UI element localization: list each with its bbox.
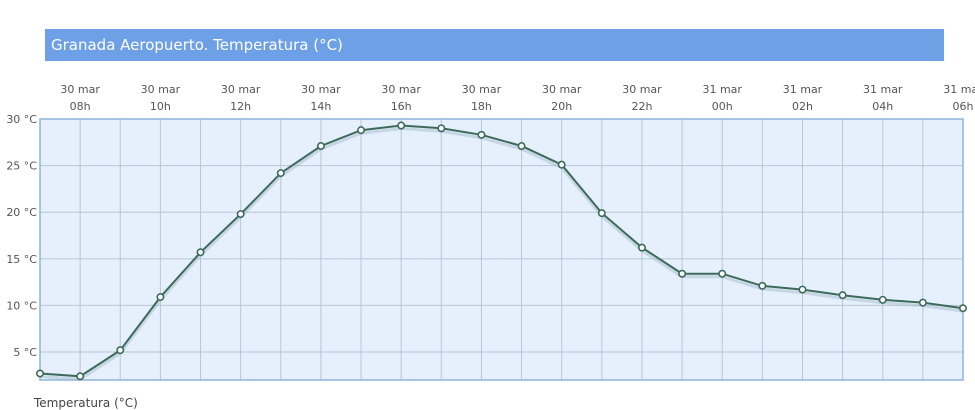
x-tick-label-date: 30 mar	[622, 83, 662, 96]
legend-label: Temperatura (°C)	[34, 396, 138, 410]
y-tick-label: 5 °C	[13, 346, 37, 359]
data-point[interactable]	[597, 209, 606, 218]
x-tick-label-hour: 06h	[953, 100, 974, 113]
x-tick-label-date: 31 mar	[783, 83, 823, 96]
data-point[interactable]	[557, 160, 566, 169]
x-tick-label-date: 30 mar	[221, 83, 261, 96]
data-point[interactable]	[316, 142, 325, 151]
data-point[interactable]	[76, 372, 85, 381]
data-point[interactable]	[718, 269, 727, 278]
x-tick-label-date: 31 mar	[702, 83, 742, 96]
data-point[interactable]	[798, 285, 807, 294]
data-point[interactable]	[437, 124, 446, 133]
data-point[interactable]	[637, 243, 646, 252]
x-tick-label: 30 mar 20h	[542, 83, 582, 113]
x-tick-label-hour: 14h	[310, 100, 331, 113]
x-tick-label: 31 mar 02h	[783, 83, 823, 113]
y-tick-label: 25 °C	[6, 160, 37, 173]
x-tick-label-hour: 02h	[792, 100, 813, 113]
y-tick-label: 10 °C	[6, 299, 37, 312]
data-point[interactable]	[156, 293, 165, 302]
data-point[interactable]	[35, 369, 44, 378]
x-tick-label: 31 mar 06h	[943, 83, 975, 113]
x-tick-label-hour: 12h	[230, 100, 251, 113]
data-point[interactable]	[116, 346, 125, 355]
y-tick-label: 15 °C	[6, 253, 37, 266]
x-tick-label-date: 30 mar	[60, 83, 100, 96]
x-tick-label-date: 30 mar	[542, 83, 582, 96]
x-tick-label-date: 30 mar	[141, 83, 181, 96]
plot-border	[39, 118, 964, 381]
x-tick-label: 30 mar 18h	[462, 83, 502, 113]
chart-title-bar: Granada Aeropuerto. Temperatura (°C)	[45, 29, 944, 61]
x-tick-label: 30 mar 12h	[221, 83, 261, 113]
data-point[interactable]	[918, 298, 927, 307]
x-tick-label: 30 mar 14h	[301, 83, 341, 113]
data-point[interactable]	[276, 169, 285, 178]
data-point[interactable]	[758, 281, 767, 290]
x-tick-label-hour: 18h	[471, 100, 492, 113]
x-tick-label-hour: 20h	[551, 100, 572, 113]
series-line	[39, 124, 964, 378]
data-point[interactable]	[236, 210, 245, 219]
chart-title: Granada Aeropuerto. Temperatura (°C)	[51, 36, 343, 54]
x-tick-label-date: 31 mar	[943, 83, 975, 96]
data-point[interactable]	[397, 121, 406, 130]
series-line-shadow	[39, 126, 964, 381]
x-tick-label: 30 mar 22h	[622, 83, 662, 113]
data-point[interactable]	[838, 291, 847, 300]
x-tick-label-date: 31 mar	[863, 83, 903, 96]
data-point[interactable]	[357, 126, 366, 135]
x-tick-label-date: 30 mar	[301, 83, 341, 96]
data-point[interactable]	[878, 295, 887, 304]
x-tick-label: 30 mar 10h	[141, 83, 181, 113]
x-tick-label-date: 30 mar	[381, 83, 421, 96]
data-point[interactable]	[196, 248, 205, 257]
x-tick-label: 31 mar 04h	[863, 83, 903, 113]
x-tick-label-hour: 10h	[150, 100, 171, 113]
x-tick-label-hour: 16h	[391, 100, 412, 113]
x-tick-label-hour: 04h	[872, 100, 893, 113]
x-tick-label-hour: 22h	[631, 100, 652, 113]
x-tick-label-date: 30 mar	[462, 83, 502, 96]
x-tick-label-hour: 08h	[70, 100, 91, 113]
data-point[interactable]	[517, 142, 526, 151]
x-tick-label: 30 mar 08h	[60, 83, 100, 113]
y-tick-label: 30 °C	[6, 113, 37, 126]
x-tick-label: 30 mar 16h	[381, 83, 421, 113]
x-tick-label-hour: 00h	[712, 100, 733, 113]
data-point[interactable]	[958, 304, 967, 313]
x-tick-label: 31 mar 00h	[702, 83, 742, 113]
data-point[interactable]	[678, 269, 687, 278]
data-point[interactable]	[477, 130, 486, 139]
y-tick-label: 20 °C	[6, 206, 37, 219]
plot-area	[40, 119, 963, 380]
